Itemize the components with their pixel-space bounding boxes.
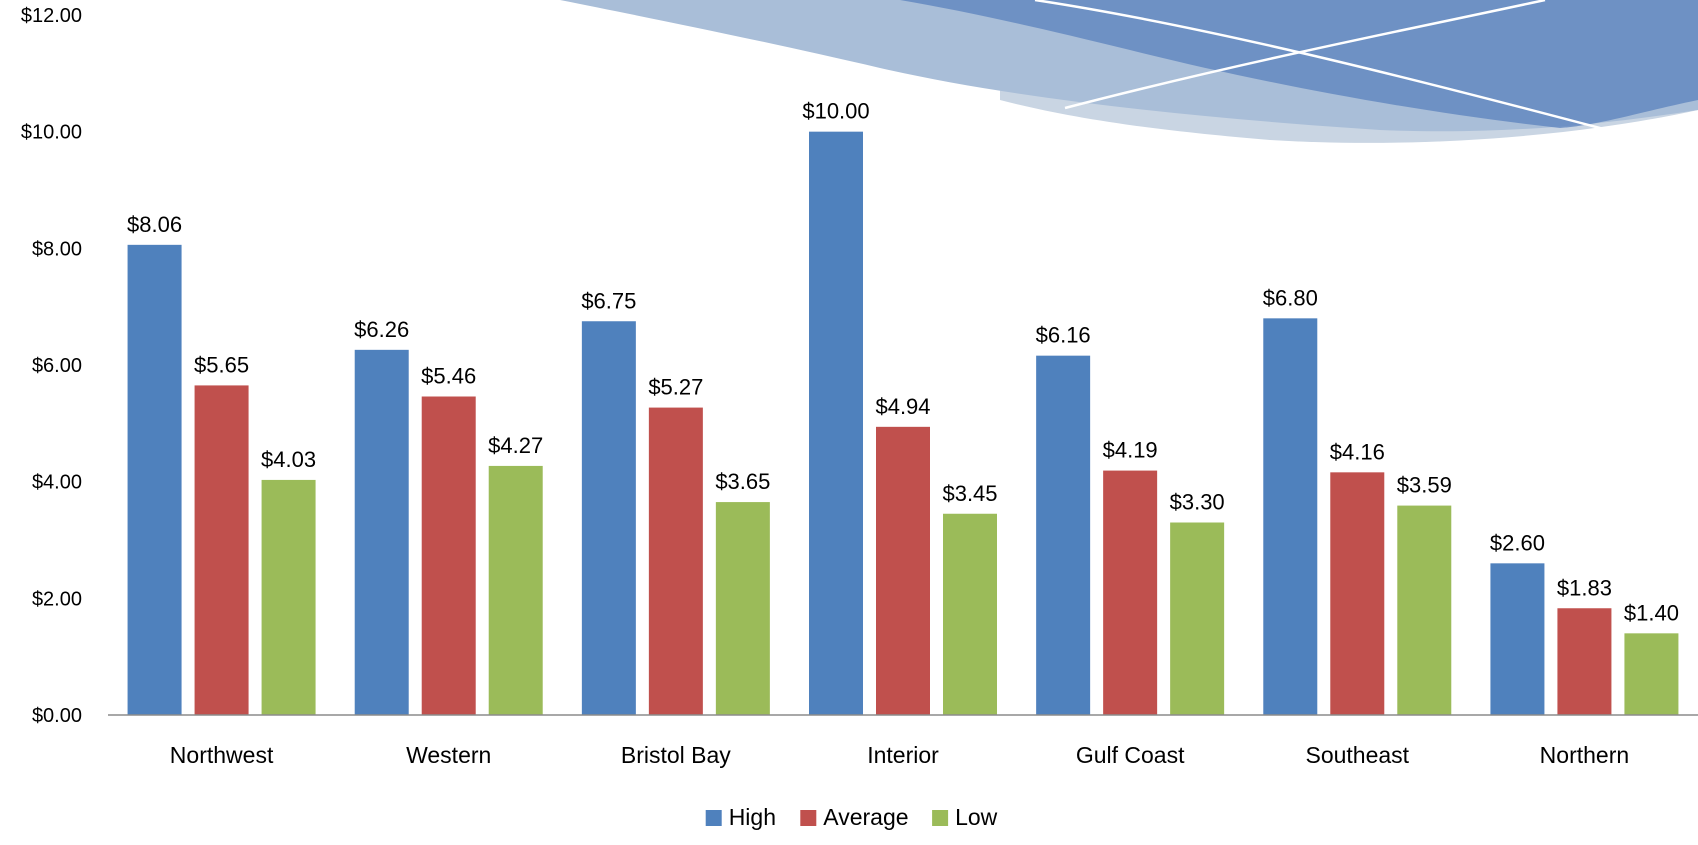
data-label: $6.80: [1263, 285, 1318, 310]
x-tick-label: Bristol Bay: [621, 742, 731, 768]
bar-high-northern: [1490, 563, 1545, 715]
y-tick-label: $2.00: [32, 588, 82, 610]
x-tick-label: Southeast: [1305, 742, 1409, 768]
data-label: $6.75: [581, 288, 636, 313]
legend: High Average Low: [705, 804, 998, 830]
bar-high-interior: [809, 131, 863, 715]
data-label: $4.27: [488, 433, 543, 458]
bar-high-northwest: [127, 244, 182, 716]
bar-high-southeast: [1263, 318, 1318, 715]
legend-label-average: Average: [823, 804, 908, 830]
data-label: $4.16: [1330, 439, 1385, 464]
x-tick-label: Northwest: [170, 742, 274, 768]
data-label: $1.83: [1557, 575, 1612, 600]
bar-average-northwest: [194, 385, 249, 715]
y-tick-label: $0.00: [32, 705, 82, 727]
x-tick-label: Northern: [1540, 742, 1629, 768]
y-tick-label: $12.00: [21, 5, 82, 27]
data-label: $5.65: [194, 352, 249, 377]
data-labels: $8.06 $5.65 $4.03 $6.26 $5.46 $4.27 $6.75 $5.27…: [127, 99, 1679, 626]
legend-label-high: High: [729, 804, 776, 830]
y-tick-label: $8.00: [32, 238, 82, 260]
wave-line-3: [1614, 111, 1698, 133]
bar-series: [127, 131, 1679, 716]
y-tick-label: $6.00: [32, 355, 82, 377]
bar-low-interior: [943, 513, 997, 715]
bar-average-northern: [1557, 608, 1612, 715]
data-label: $6.16: [1036, 323, 1091, 348]
legend-swatch-low: [932, 810, 949, 826]
data-label: $5.27: [648, 375, 703, 400]
wave-line-1: [1034, 0, 1616, 134]
bar-low-bristol-bay: [715, 502, 770, 715]
data-label: $3.59: [1397, 473, 1452, 498]
data-label: $4.03: [261, 447, 316, 472]
bar-average-interior: [876, 426, 930, 715]
legend-swatch-high: [705, 810, 722, 826]
legend-label-low: Low: [955, 804, 998, 830]
bar-high-gulf-coast: [1036, 355, 1091, 715]
data-label: $8.06: [127, 212, 182, 237]
bar-low-gulf-coast: [1170, 522, 1225, 715]
bar-high-western: [354, 349, 409, 715]
legend-swatch-average: [800, 810, 817, 826]
bar-low-northwest: [261, 479, 316, 715]
data-label: $6.26: [354, 317, 409, 342]
bar-low-northern: [1624, 633, 1679, 715]
data-label: $3.30: [1170, 490, 1225, 515]
x-axis-tick-labels: Northwest Western Bristol Bay Interior Gulf …: [170, 742, 1629, 768]
data-label: $1.40: [1624, 600, 1679, 625]
bar-average-western: [421, 396, 476, 715]
bar-average-southeast: [1330, 472, 1385, 715]
data-label: $4.94: [875, 394, 930, 419]
wave-band-dark: [900, 0, 1698, 128]
y-tick-label: $10.00: [21, 122, 82, 144]
wave-line-2: [1064, 0, 1546, 110]
data-label: $10.00: [802, 99, 869, 124]
bar-high-bristol-bay: [581, 321, 636, 715]
y-axis-ticks: $0.00 $2.00 $4.00 $6.00 $8.00 $10.00 $12.00: [21, 5, 82, 727]
data-label: $5.46: [421, 364, 476, 389]
data-label: $2.60: [1490, 530, 1545, 555]
data-label: $3.65: [715, 469, 770, 494]
bar-low-western: [488, 465, 543, 715]
x-tick-label: Interior: [867, 742, 939, 768]
bar-average-gulf-coast: [1103, 470, 1158, 715]
x-tick-label: Western: [406, 742, 491, 768]
wave-decoration: [560, 0, 1698, 143]
data-label: $3.45: [942, 481, 997, 506]
bar-low-southeast: [1397, 505, 1452, 715]
x-tick-label: Gulf Coast: [1076, 742, 1185, 768]
bar-average-bristol-bay: [648, 407, 703, 715]
data-label: $4.19: [1103, 438, 1158, 463]
y-tick-label: $4.00: [32, 472, 82, 494]
